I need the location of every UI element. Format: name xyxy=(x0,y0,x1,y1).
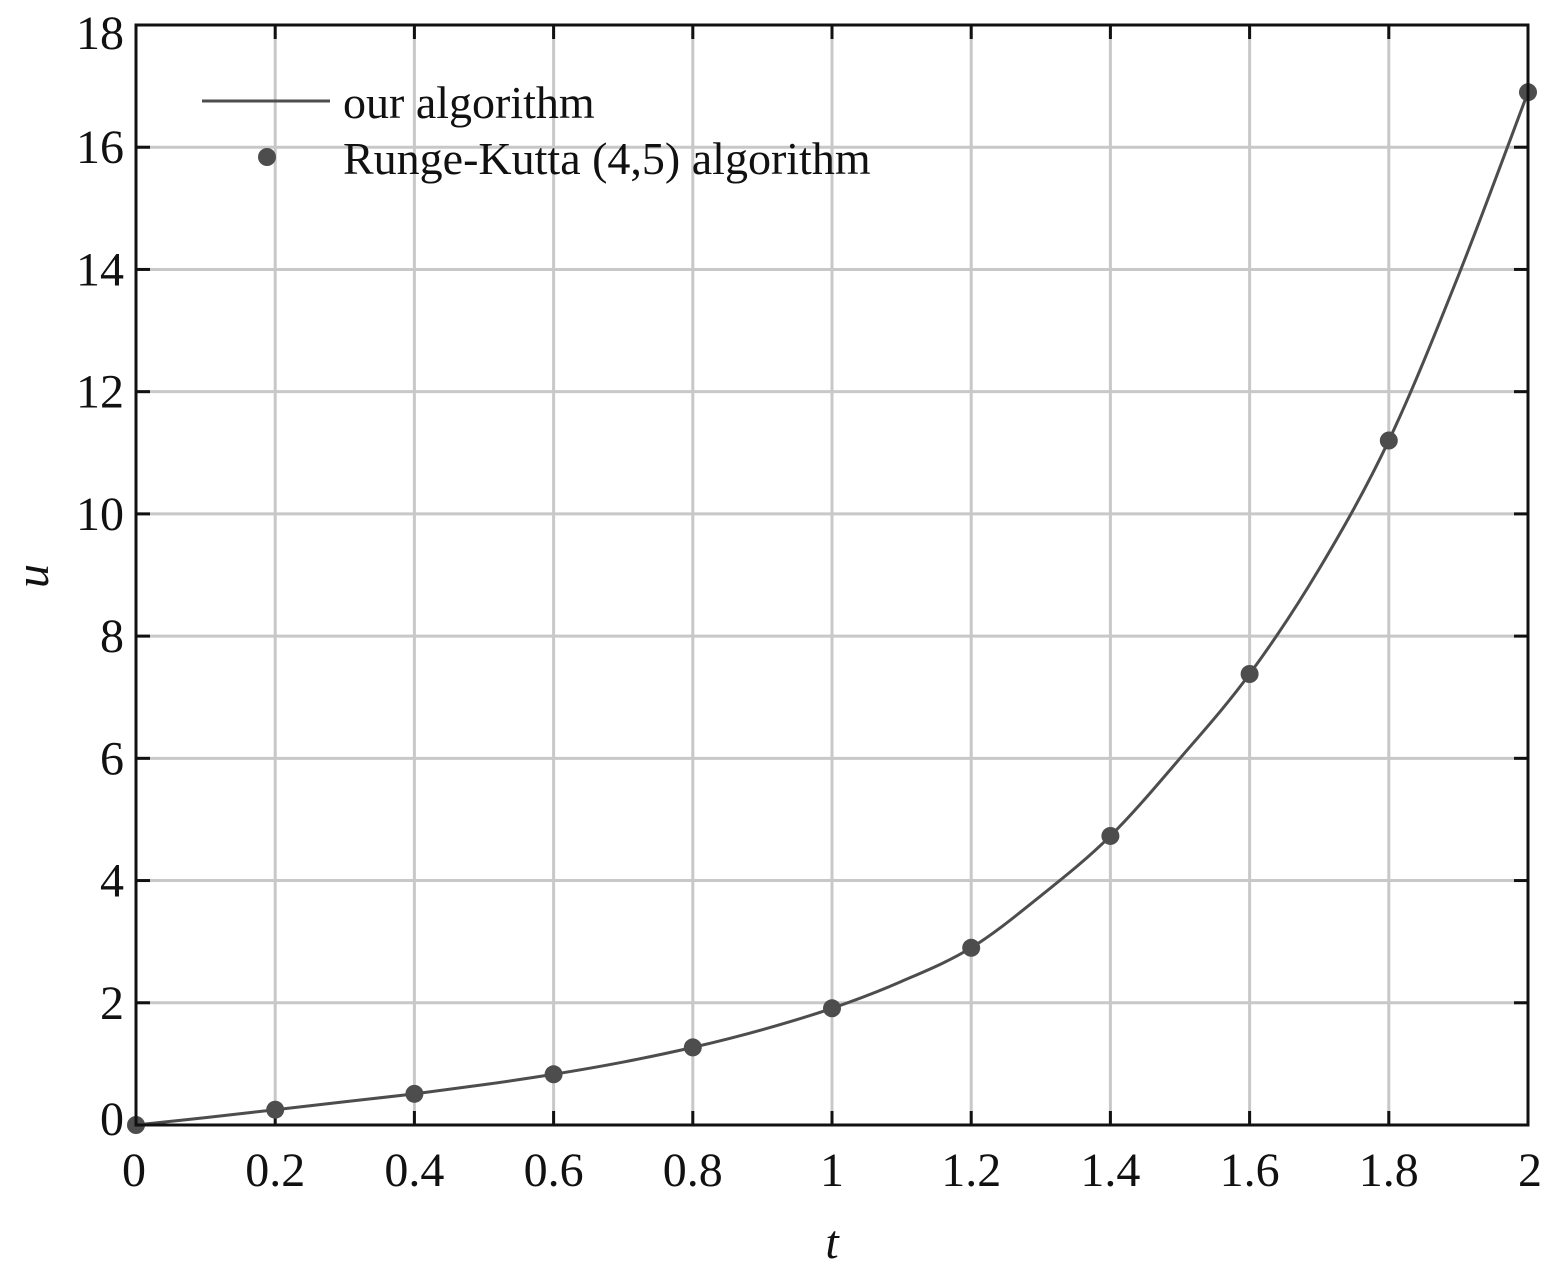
legend: our algorithm Runge-Kutta (4,5) algorith… xyxy=(202,77,871,184)
data-point-runge-kutta xyxy=(683,1038,702,1057)
data-point-runge-kutta xyxy=(823,999,841,1018)
y-tick-label: 18 xyxy=(76,7,124,60)
y-tick-labels: 0 2 4 6 8 10 12 14 16 18 xyxy=(76,7,124,1146)
x-tick-label: 1.4 xyxy=(1080,1144,1140,1197)
x-tick-labels: 0 0.2 0.4 0.6 0.8 1 1.2 1.4 1.6 1.8 2 xyxy=(122,1144,1542,1197)
grid xyxy=(134,23,1530,1127)
x-tick-label: 0.2 xyxy=(245,1144,305,1197)
x-tick-label: 0.8 xyxy=(663,1144,723,1197)
y-tick-label: 8 xyxy=(100,610,124,663)
y-axis-label: u xyxy=(6,564,59,588)
x-tick-label: 0.6 xyxy=(524,1144,584,1197)
x-tick-label: 2 xyxy=(1518,1144,1542,1197)
y-tick-label: 0 xyxy=(100,1093,124,1146)
x-tick-label: 1.2 xyxy=(941,1144,1001,1197)
x-tick-label: 1.8 xyxy=(1359,1144,1419,1197)
x-tick-label: 0.4 xyxy=(384,1144,444,1197)
data-point-runge-kutta xyxy=(1101,826,1120,845)
x-tick-label: 1.6 xyxy=(1220,1144,1280,1197)
plot-frame xyxy=(134,23,1530,1127)
data-point-runge-kutta xyxy=(405,1084,424,1103)
y-tick-label: 4 xyxy=(100,855,124,908)
y-tick-label: 14 xyxy=(76,243,124,296)
data-point-runge-kutta xyxy=(266,1100,285,1119)
y-tick-label: 12 xyxy=(76,366,124,419)
y-tick-label: 2 xyxy=(100,977,124,1030)
series-line-our-algorithm xyxy=(135,91,1530,1127)
data-point-runge-kutta xyxy=(1379,431,1398,450)
y-tick-label: 16 xyxy=(76,121,124,174)
data-point-runge-kutta xyxy=(962,938,981,957)
x-tick-label: 1 xyxy=(820,1144,844,1197)
legend-marker-swatch xyxy=(258,148,276,166)
data-point-runge-kutta xyxy=(544,1065,563,1084)
y-tick-label: 6 xyxy=(100,732,124,785)
data-point-runge-kutta xyxy=(1240,665,1259,683)
x-tick-label: 0 xyxy=(122,1144,146,1197)
y-tick-label: 10 xyxy=(76,488,124,541)
legend-label-our-algorithm: our algorithm xyxy=(343,77,595,128)
legend-label-runge-kutta: Runge-Kutta (4,5) algorithm xyxy=(343,133,871,184)
x-axis-label: t xyxy=(825,1216,840,1269)
